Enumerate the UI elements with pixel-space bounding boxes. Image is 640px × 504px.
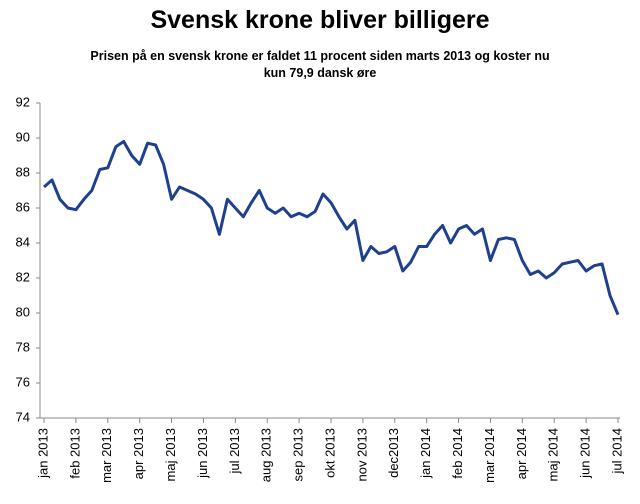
y-tick-label: 82 <box>16 269 30 284</box>
chart-subtitle: Prisen på en svensk krone er faldet 11 p… <box>90 49 550 80</box>
y-tick-label: 78 <box>16 339 30 354</box>
y-tick-label: 90 <box>16 129 30 144</box>
x-tick-label: jul 2013 <box>227 428 242 475</box>
x-tick-label: jun 2013 <box>195 428 210 479</box>
x-tick-label: mar 2014 <box>482 428 497 483</box>
x-tick-label: apr 2013 <box>131 428 146 479</box>
x-tick-label: dec2013 <box>386 428 401 478</box>
y-tick-label: 76 <box>16 374 30 389</box>
x-tick-label: nov 2013 <box>354 428 369 482</box>
x-tick-label: apr 2014 <box>514 428 529 479</box>
x-tick-label: mar 2013 <box>99 428 114 483</box>
y-tick-label: 74 <box>16 409 30 424</box>
y-tick-label: 80 <box>16 304 30 319</box>
y-tick-label: 88 <box>16 164 30 179</box>
x-tick-label: maj 2014 <box>546 428 561 481</box>
x-tick-label: okt 2013 <box>322 428 337 478</box>
x-tick-label: jan 2014 <box>418 428 433 479</box>
x-tick-label: jun 2014 <box>578 428 593 479</box>
x-tick-label: jan 2013 <box>35 428 50 479</box>
x-tick-label: feb 2013 <box>67 428 82 479</box>
x-tick-label: sep 2013 <box>291 428 306 482</box>
data-line <box>43 140 620 316</box>
x-tick-label: jul 2014 <box>609 428 624 475</box>
x-tick-label: aug 2013 <box>259 428 274 482</box>
y-tick-label: 92 <box>16 94 30 109</box>
x-tick-label: maj 2013 <box>163 428 178 481</box>
y-tick-label: 84 <box>16 234 30 249</box>
y-tick-label: 86 <box>16 199 30 214</box>
chart-title: Svensk krone bliver billigere <box>150 6 490 34</box>
x-tick-label: feb 2014 <box>450 428 465 479</box>
